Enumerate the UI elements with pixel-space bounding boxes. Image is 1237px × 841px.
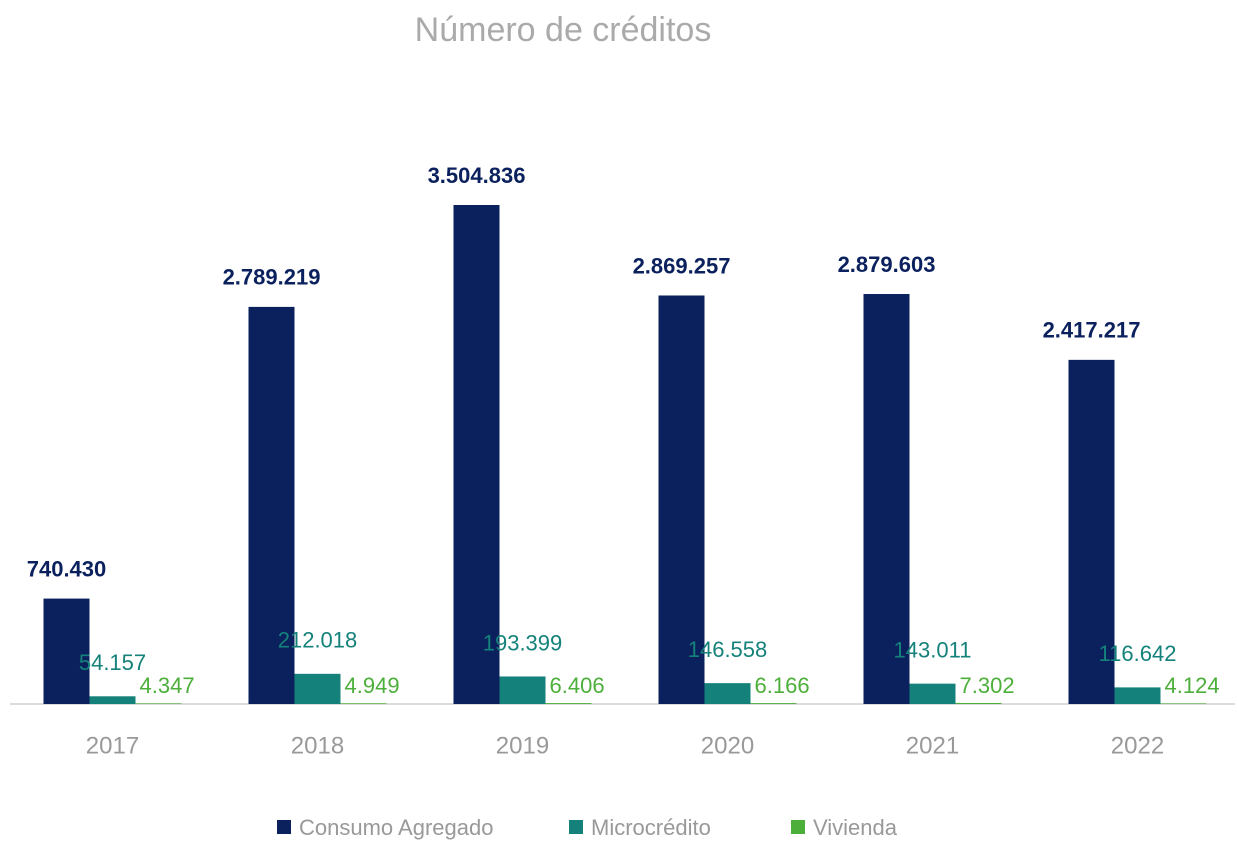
bar bbox=[453, 205, 500, 704]
bar bbox=[43, 598, 90, 704]
data-label: 6.406 bbox=[550, 673, 605, 698]
x-tick-label: 2022 bbox=[1111, 732, 1164, 759]
data-label: 4.347 bbox=[140, 673, 195, 698]
data-label: 4.949 bbox=[345, 673, 400, 698]
data-label: 6.166 bbox=[755, 673, 810, 698]
bar bbox=[1114, 687, 1161, 704]
x-tick-label: 2020 bbox=[701, 732, 754, 759]
data-label: 4.124 bbox=[1165, 673, 1220, 698]
bar bbox=[658, 295, 705, 704]
x-tick-label: 2021 bbox=[906, 732, 959, 759]
data-label: 146.558 bbox=[688, 637, 768, 662]
legend-swatch bbox=[791, 820, 805, 834]
x-tick-label: 2018 bbox=[291, 732, 344, 759]
bar bbox=[863, 294, 910, 704]
bar bbox=[545, 703, 592, 704]
data-label: 193.399 bbox=[483, 630, 563, 655]
bar bbox=[89, 696, 136, 704]
data-label: 740.430 bbox=[27, 556, 107, 581]
legend-label: Microcrédito bbox=[591, 815, 711, 840]
data-label: 3.504.836 bbox=[428, 163, 526, 188]
chart-title: Número de créditos bbox=[415, 11, 712, 49]
bar bbox=[909, 683, 956, 704]
data-label: 2.789.219 bbox=[223, 265, 321, 290]
data-label: 2.417.217 bbox=[1043, 318, 1141, 343]
bar bbox=[955, 702, 1002, 704]
legend-label: Vivienda bbox=[813, 815, 898, 840]
legend-label: Consumo Agregado bbox=[299, 815, 493, 840]
bar bbox=[1160, 703, 1207, 704]
data-label: 143.011 bbox=[894, 637, 972, 662]
legend-swatch bbox=[277, 820, 291, 834]
x-tick-label: 2019 bbox=[496, 732, 549, 759]
data-label: 54.157 bbox=[79, 650, 146, 675]
legend-swatch bbox=[569, 820, 583, 834]
data-label: 7.302 bbox=[960, 673, 1015, 698]
bar bbox=[248, 306, 295, 704]
bar bbox=[499, 676, 546, 704]
data-label: 116.642 bbox=[1099, 641, 1177, 666]
bar bbox=[1068, 359, 1115, 704]
bar bbox=[135, 703, 182, 704]
data-label: 2.879.603 bbox=[838, 252, 936, 277]
x-tick-label: 2017 bbox=[86, 732, 139, 759]
bar bbox=[294, 673, 341, 704]
data-label: 2.869.257 bbox=[633, 253, 731, 278]
data-label: 212.018 bbox=[278, 628, 358, 653]
bar bbox=[704, 683, 751, 704]
bar bbox=[340, 703, 387, 704]
bar bbox=[750, 703, 797, 704]
